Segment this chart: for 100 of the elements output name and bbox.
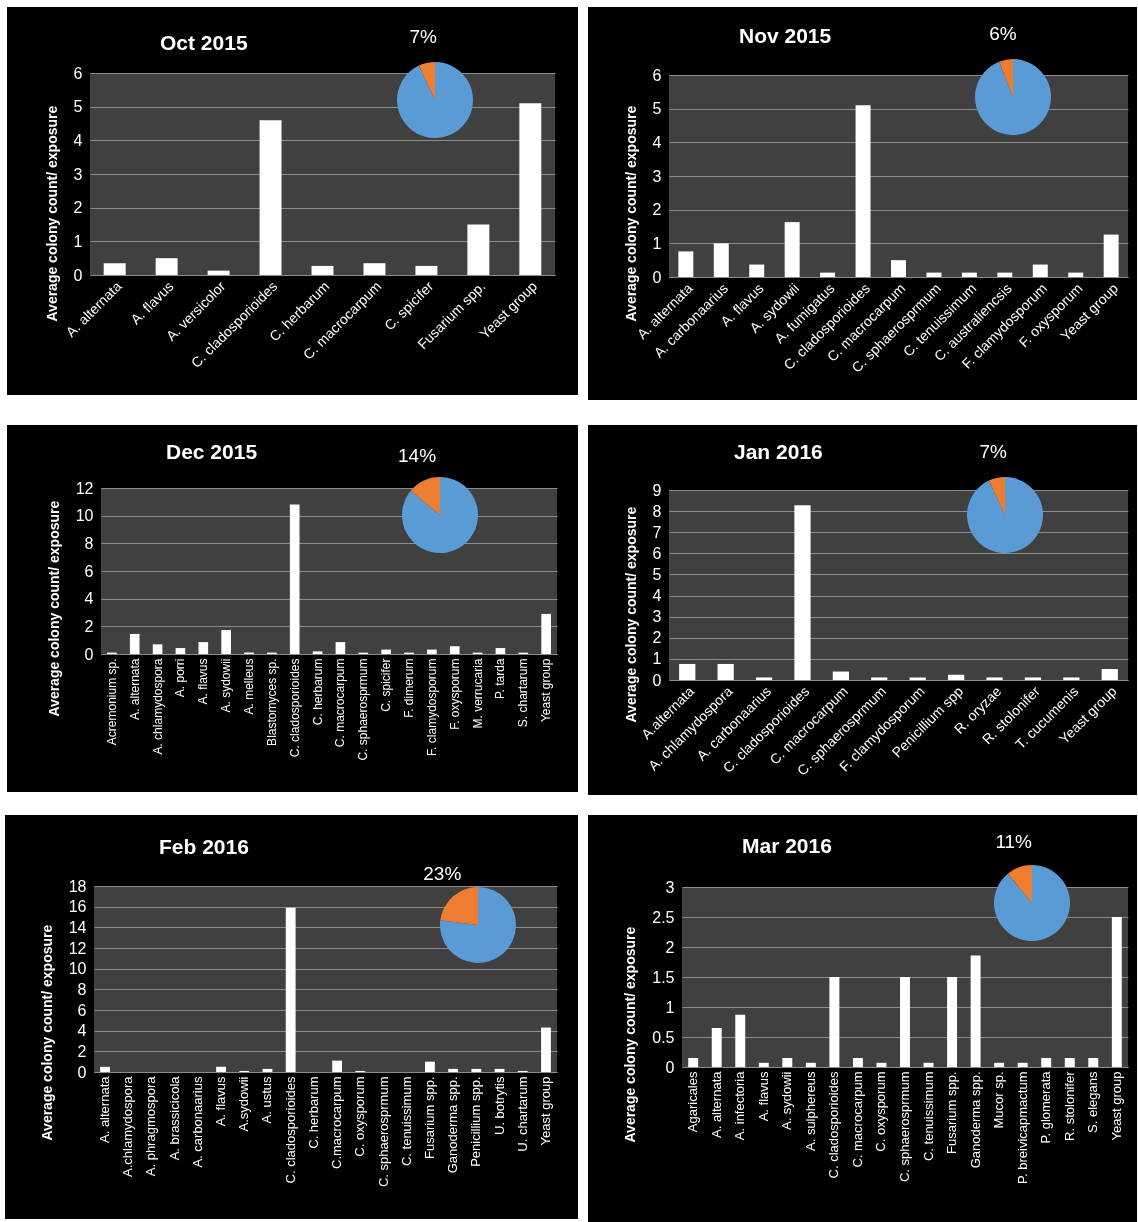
x-tick-label: A. ustus (259, 1076, 275, 1124)
bar (1103, 234, 1119, 277)
y-tick-label: 10 (68, 960, 87, 978)
bar (175, 648, 186, 654)
x-tick-label: C. tenuissimum (920, 1071, 936, 1162)
y-tick-label: 7 (652, 523, 662, 541)
x-tick-label: A. flavus (196, 658, 211, 705)
bar (312, 651, 323, 654)
y-tick-label: 1 (652, 650, 662, 668)
x-tick-label: U. botrytis (491, 1076, 507, 1136)
bar (970, 955, 981, 1067)
x-tick-label: A. sydowii (219, 658, 234, 713)
bar (758, 1062, 769, 1067)
bar (155, 258, 178, 275)
bar (285, 907, 296, 1072)
x-tick-label: U. chartarum (514, 1076, 530, 1152)
x-tick-label: Fusarium spp. (944, 1071, 960, 1154)
bar (216, 1066, 226, 1072)
y-tick-label: 6 (84, 562, 94, 580)
x-tick-label: A. flavus (213, 1076, 229, 1127)
y-tick-label: 10 (75, 507, 94, 525)
x-tick-label: F. clamydosporum (424, 658, 439, 756)
bar (1064, 1058, 1075, 1067)
bar (259, 120, 282, 275)
y-tick-label: 1 (652, 234, 662, 252)
bar (103, 263, 126, 275)
y-tick-label: 2 (77, 1042, 87, 1060)
bar (805, 1062, 816, 1067)
y-tick-label: 18 (68, 877, 87, 895)
data-label: 14% (397, 445, 437, 467)
x-tick-label: C. macrocarpum (849, 1071, 865, 1168)
y-tick-label: 0 (73, 266, 83, 284)
x-tick-label: F. oxysporum (447, 658, 462, 730)
bar (332, 1060, 343, 1072)
bar (900, 977, 910, 1067)
y-tick-label: 3 (665, 878, 675, 896)
y-tick-label: 4 (84, 590, 94, 608)
x-tick-label: P. glomerata (1038, 1070, 1054, 1144)
x-tick-label: C. sphaerosprmum (375, 1076, 391, 1188)
x-tick-label: A. phragmospora (143, 1075, 159, 1177)
bar (749, 264, 765, 277)
bar (947, 977, 958, 1067)
x-tick-label: C. cladosporioides (282, 1076, 298, 1184)
bar (909, 677, 926, 680)
x-tick-label: A.chlamydospora (120, 1075, 136, 1177)
x-tick-label: S. elegans (1085, 1071, 1101, 1133)
bar (1101, 669, 1118, 680)
y-tick-label: 1 (665, 998, 675, 1016)
bar (926, 272, 942, 277)
data-label: 6% (989, 22, 1017, 44)
pie-slice (440, 887, 516, 963)
bar (449, 646, 460, 654)
y-tick-label: 2.5 (652, 908, 675, 926)
bar (427, 649, 437, 654)
y-tick-label: 3 (73, 165, 83, 183)
bar (152, 644, 163, 654)
x-tick-label: Ganoderma spp. (445, 1076, 461, 1174)
bar (519, 103, 542, 275)
bar (784, 222, 800, 277)
data-label: 7% (979, 441, 1008, 463)
x-tick-label: A. brassicicola (166, 1075, 182, 1161)
bar (829, 977, 840, 1067)
bar (711, 1028, 722, 1067)
x-tick-label: C. spicifer (379, 658, 394, 712)
x-tick-label: A. flavus (755, 1071, 771, 1122)
y-tick-label: 0.5 (652, 1028, 675, 1046)
y-tick-label: 3 (652, 167, 662, 185)
bar (311, 265, 334, 275)
x-tick-label: A. carbonaarius (189, 1076, 205, 1168)
x-tick-label: A. alternata (708, 1070, 724, 1138)
x-tick-label: C. macrocarpum (333, 658, 348, 748)
bar (713, 243, 729, 277)
pie-slice (418, 62, 435, 100)
pie-slice (999, 59, 1013, 97)
y-tick-label: 0 (84, 645, 94, 663)
y-tick-label: 14 (68, 918, 87, 936)
y-tick-label: 2 (84, 617, 94, 635)
bar (381, 649, 391, 654)
x-tick-label: Yeast group (539, 658, 554, 723)
chart-title: Feb 2016 (159, 835, 249, 858)
bar (425, 1061, 435, 1072)
bar (207, 270, 230, 275)
bar (363, 263, 386, 275)
bar (1111, 917, 1122, 1067)
x-tick-label: Yeast group (537, 1076, 553, 1146)
bar (1041, 1058, 1052, 1067)
x-tick-label: C. oxysporum (352, 1076, 368, 1157)
y-tick-label: 6 (652, 544, 662, 562)
y-tick-label: 4 (77, 1022, 87, 1040)
bar (471, 1068, 482, 1072)
x-tick-label: A. porri (173, 658, 188, 698)
bar (1088, 1058, 1099, 1067)
bar (923, 1062, 934, 1067)
y-tick-label: 6 (77, 1001, 87, 1019)
y-tick-label: 5 (73, 98, 83, 116)
chart-title: Oct 2015 (160, 31, 248, 54)
bar (871, 677, 888, 680)
y-tick-label: 6 (652, 66, 662, 84)
x-tick-label: Ganoderma spp. (967, 1071, 983, 1169)
y-axis-title: Average colony count/ exposure (622, 105, 639, 322)
